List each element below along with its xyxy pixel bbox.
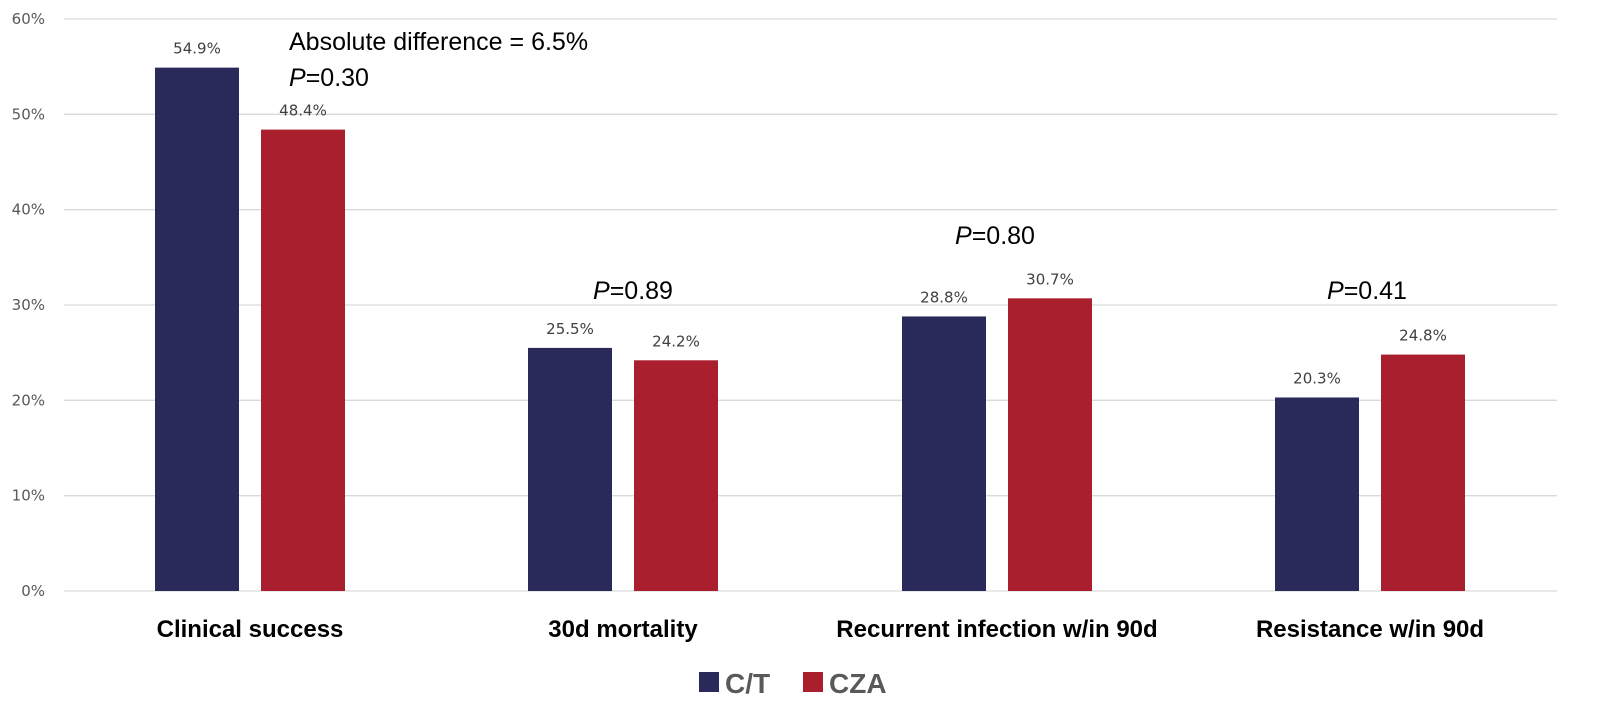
annotation-text: Absolute difference = 6.5% [289, 28, 588, 56]
data-label: 28.8% [920, 288, 968, 306]
y-tick-label: 40% [12, 201, 45, 219]
legend-swatch [699, 672, 719, 692]
y-tick-label: 50% [12, 105, 45, 123]
p-value: =0.89 [610, 277, 673, 305]
p-value: =0.80 [972, 222, 1035, 250]
bar-cza [634, 360, 718, 591]
y-tick-label: 20% [12, 391, 45, 409]
bar-cza [261, 129, 345, 591]
p-value: =0.41 [1344, 277, 1407, 305]
bar-ct [1275, 397, 1359, 591]
data-labels: 54.9% 48.4% 25.5% 24.2% 28.8% 30.7% 20.3% 24.8% [173, 40, 1447, 388]
y-tick-label: 60% [12, 10, 45, 28]
data-label: 54.9% [173, 40, 221, 58]
data-label: 25.5% [546, 320, 594, 338]
y-tick-label: 0% [21, 582, 45, 600]
data-label: 24.8% [1399, 327, 1447, 345]
bar-ct [902, 316, 986, 591]
bar-ct [528, 347, 612, 591]
legend-label: CZA [829, 668, 887, 699]
y-tick-label: 30% [12, 296, 45, 314]
annotations: Absolute difference = 6.5%P=0.30P=0.89P=… [289, 28, 1407, 305]
p-symbol: P [289, 64, 306, 92]
y-axis: 0% 10% 20% 30% 40% 50% 60% [12, 10, 45, 600]
x-category-label: 30d mortality [548, 616, 698, 643]
p-value-annotation: P=0.80 [955, 222, 1035, 250]
data-label: 48.4% [279, 102, 327, 120]
bar-cza [1381, 354, 1465, 591]
data-label: 24.2% [652, 332, 700, 350]
p-symbol: P [593, 277, 610, 305]
x-category-label: Recurrent infection w/in 90d [836, 616, 1157, 643]
x-category-label: Clinical success [157, 616, 344, 643]
data-label: 20.3% [1293, 369, 1341, 387]
legend-label: C/T [725, 668, 770, 699]
bars [155, 67, 1465, 592]
p-symbol: P [955, 222, 972, 250]
data-label: 30.7% [1026, 270, 1074, 288]
p-value-annotation: P=0.89 [593, 277, 673, 305]
bar-ct [155, 67, 239, 592]
y-tick-label: 10% [12, 487, 45, 505]
bar-cza [1008, 298, 1092, 591]
p-symbol: P [1327, 277, 1344, 305]
legend-swatch [803, 672, 823, 692]
p-value-annotation: P=0.41 [1327, 277, 1407, 305]
legend: C/T CZA [699, 668, 887, 699]
x-category-label: Resistance w/in 90d [1256, 616, 1484, 643]
x-axis-categories: Clinical success 30d mortality Recurrent i… [157, 616, 1484, 643]
p-value: =0.30 [306, 64, 369, 92]
p-value-annotation: P=0.30 [289, 64, 369, 92]
